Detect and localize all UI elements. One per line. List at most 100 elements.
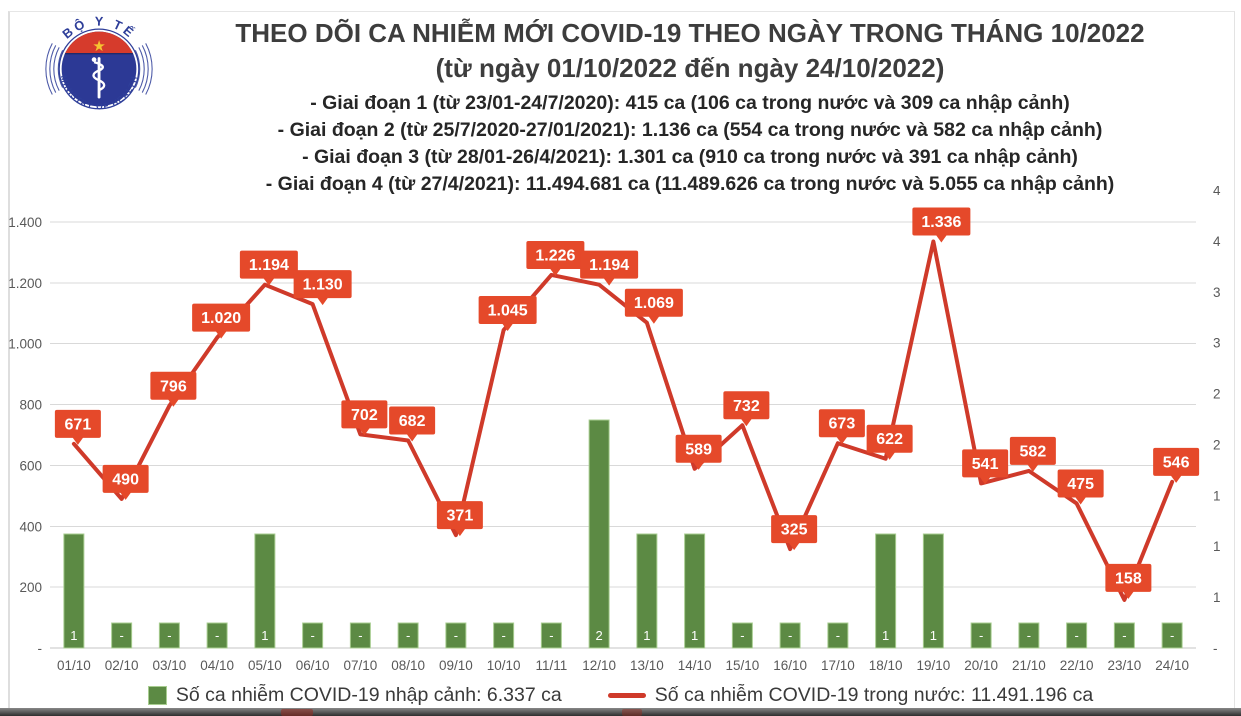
label-text: 702 <box>351 407 378 424</box>
bar-label: - <box>358 628 362 643</box>
x-axis-date-label: 16/10 <box>773 658 807 673</box>
x-axis-date-label: 01/10 <box>57 658 91 673</box>
label-text: 622 <box>876 431 903 448</box>
label-text: 1.130 <box>303 277 343 294</box>
label-box <box>1105 563 1152 592</box>
label-box <box>1057 469 1104 498</box>
bar-label: - <box>740 628 744 643</box>
right-axis-tick: 1 <box>1213 590 1221 605</box>
bar-imported-cases <box>1018 622 1040 649</box>
bar-imported-cases <box>970 622 992 649</box>
label-pointer <box>119 490 133 500</box>
label-pointer <box>316 296 330 306</box>
x-axis-date-label: 13/10 <box>630 658 664 673</box>
strip-smudge-2 <box>622 709 642 716</box>
chart-header: THEO DÕI CA NHIỄM MỚI COVID-19 THEO NGÀY… <box>155 18 1225 198</box>
bar-imported-cases <box>397 622 419 649</box>
right-axis-tick: 3 <box>1213 336 1221 351</box>
bottom-video-strip <box>0 708 1241 716</box>
bar-imported-cases <box>1113 622 1135 649</box>
label-text: 589 <box>685 441 712 458</box>
line-data-label: 671 <box>54 409 101 445</box>
bar-label: - <box>119 628 123 643</box>
ministry-of-health-logo: BỘ Y TẾ ★ MINISTRY OF HEALTH <box>45 14 153 111</box>
label-pointer <box>453 527 467 537</box>
phase-note-2: - Giai đoạn 2 (từ 25/7/2020-27/01/2021):… <box>277 119 1103 141</box>
bar-imported-cases <box>731 622 753 649</box>
line-data-label: 1.069 <box>624 288 683 324</box>
chart-legend: Số ca nhiễm COVID-19 nhập cảnh: 6.337 ca… <box>0 682 1241 708</box>
bar-imported-cases <box>588 419 610 649</box>
legend-domestic-label: Số ca nhiễm COVID-19 trong nước: 11.491.… <box>654 683 1094 706</box>
line-data-label: 546 <box>1153 447 1200 483</box>
strip-smudge-1 <box>281 709 313 716</box>
label-pointer <box>214 329 228 339</box>
line-data-label: 1.194 <box>580 250 639 286</box>
label-pointer <box>647 314 661 324</box>
label-pointer <box>166 397 180 407</box>
label-pointer <box>1026 462 1040 472</box>
label-box <box>293 270 352 299</box>
bar-imported-cases <box>349 622 371 649</box>
label-text: 475 <box>1067 476 1094 493</box>
line-data-label: 1.226 <box>526 240 585 276</box>
bar-label: 1 <box>882 628 889 643</box>
label-text: 1.336 <box>921 214 961 231</box>
page-title: THEO DÕI CA NHIỄM MỚI COVID-19 THEO NGÀY… <box>235 18 1145 48</box>
x-axis-date-label: 07/10 <box>343 658 377 673</box>
label-text: 673 <box>829 416 856 433</box>
bar-label: - <box>310 628 314 643</box>
x-axis-date-label: 23/10 <box>1107 658 1141 673</box>
bar-imported-cases <box>111 622 133 649</box>
bar-imported-cases <box>827 622 849 649</box>
bar-imported-cases <box>636 533 658 649</box>
bar-imported-cases <box>540 622 562 649</box>
bar-label: - <box>549 628 553 643</box>
logo-side-arcs <box>45 43 153 95</box>
left-axis-tick: 1.000 <box>8 337 42 352</box>
label-box <box>192 303 251 332</box>
left-axis-tick: 800 <box>19 398 42 413</box>
label-pointer <box>548 266 562 276</box>
bar-imported-cases <box>779 622 801 649</box>
bar-label: - <box>1122 628 1126 643</box>
line-data-label: 702 <box>341 400 388 436</box>
right-axis-tick: 4 <box>1213 234 1221 249</box>
label-text: 1.045 <box>488 303 528 320</box>
phase-note-4: - Giai đoạn 4 (từ 27/4/2021): 11.494.681… <box>265 173 1115 195</box>
right-axis-tick: 1 <box>1213 539 1221 554</box>
legend-item-imported: Số ca nhiễm COVID-19 nhập cảnh: 6.337 ca <box>147 684 562 707</box>
label-box <box>912 207 971 236</box>
line-data-label: 589 <box>675 434 722 470</box>
line-data-label: 1.336 <box>912 207 971 243</box>
label-box <box>54 409 101 438</box>
label-box <box>771 515 818 544</box>
bar-imported-cases <box>302 622 324 649</box>
logo-red-cap <box>61 31 137 54</box>
left-axis-tick: 400 <box>19 519 42 534</box>
label-pointer <box>787 541 801 551</box>
label-text: 541 <box>972 456 999 473</box>
right-axis-tick: 1 <box>1213 488 1221 503</box>
legend-line-swatch-icon <box>607 692 646 698</box>
label-box <box>1153 447 1200 476</box>
label-text: 1.226 <box>535 247 575 264</box>
label-text: 1.020 <box>201 310 241 327</box>
line-data-label: 796 <box>150 371 197 407</box>
label-box <box>624 288 683 317</box>
label-box <box>341 400 388 429</box>
bar-label: - <box>501 628 505 643</box>
x-axis-date-label: 10/10 <box>487 658 521 673</box>
line-data-label: 682 <box>389 406 436 442</box>
line-data-label: 541 <box>962 449 1009 485</box>
label-text: 371 <box>447 508 474 525</box>
x-axis-date-label: 17/10 <box>821 658 855 673</box>
label-pointer <box>602 276 616 286</box>
label-text: 796 <box>160 378 187 395</box>
bar-label: - <box>1074 628 1078 643</box>
x-axis-date-label: 19/10 <box>916 658 950 673</box>
bar-label: 1 <box>643 628 650 643</box>
label-text: 1.069 <box>634 295 674 312</box>
label-pointer <box>71 435 85 445</box>
line-data-label: 1.020 <box>192 303 251 339</box>
